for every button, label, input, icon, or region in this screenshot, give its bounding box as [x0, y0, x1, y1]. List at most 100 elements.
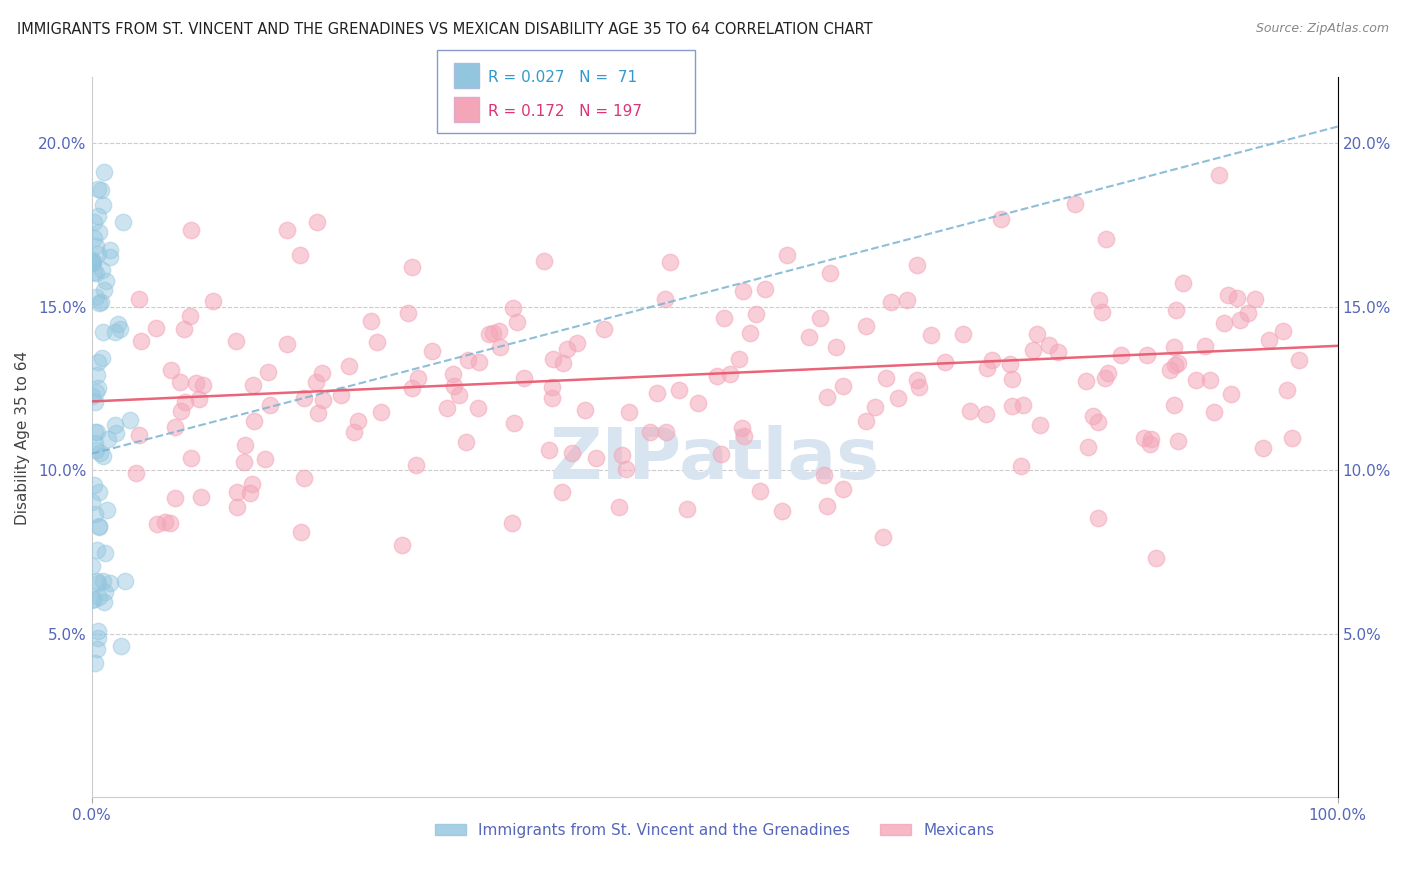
Point	[457, 353, 479, 368]
Point	[875, 371, 897, 385]
Point	[82, 255, 104, 269]
Point	[502, 301, 524, 315]
Point	[93, 283, 115, 297]
Point	[396, 306, 419, 320]
Point	[1087, 415, 1109, 429]
Point	[86, 368, 108, 382]
Point	[114, 574, 136, 589]
Point	[370, 405, 392, 419]
Point	[330, 388, 353, 402]
Point	[82, 255, 104, 269]
Point	[86, 542, 108, 557]
Point	[253, 452, 276, 467]
Point	[193, 378, 215, 392]
Point	[111, 215, 134, 229]
Point	[1219, 386, 1241, 401]
Point	[83, 592, 105, 607]
Point	[776, 248, 799, 262]
Point	[501, 516, 523, 530]
Point	[93, 165, 115, 179]
Point	[107, 317, 129, 331]
Point	[110, 322, 132, 336]
Point	[1139, 437, 1161, 451]
Point	[1001, 399, 1024, 413]
Point	[503, 417, 526, 431]
Point	[981, 352, 1004, 367]
Point	[173, 322, 195, 336]
Point	[82, 559, 104, 574]
Point	[443, 379, 465, 393]
Point	[305, 375, 328, 389]
Point	[1216, 288, 1239, 302]
Point	[391, 538, 413, 552]
Point	[91, 351, 114, 366]
Point	[855, 414, 877, 428]
Point	[184, 376, 207, 390]
Point	[1226, 291, 1249, 305]
Point	[94, 546, 117, 560]
Point	[896, 293, 918, 307]
Point	[1194, 339, 1216, 353]
Point	[93, 594, 115, 608]
Y-axis label: Disability Age 35 to 64: Disability Age 35 to 64	[15, 351, 30, 524]
Point	[159, 516, 181, 531]
Point	[343, 425, 366, 440]
Point	[1097, 366, 1119, 380]
Point	[87, 247, 110, 261]
Point	[934, 355, 956, 369]
Point	[467, 355, 489, 369]
Point	[89, 590, 111, 604]
Point	[1163, 340, 1185, 354]
Point	[436, 401, 458, 415]
Point	[226, 500, 249, 514]
Point	[815, 499, 838, 513]
Legend: Immigrants from St. Vincent and the Grenadines, Mexicans: Immigrants from St. Vincent and the Gren…	[429, 816, 1001, 844]
Point	[974, 407, 997, 421]
Point	[1001, 372, 1024, 386]
Point	[1244, 292, 1267, 306]
Point	[86, 642, 108, 657]
Point	[879, 295, 901, 310]
Point	[347, 414, 370, 428]
Point	[187, 392, 209, 406]
Point	[810, 311, 832, 326]
Point	[713, 310, 735, 325]
Point	[131, 334, 153, 348]
Point	[225, 484, 247, 499]
Point	[87, 225, 110, 239]
Point	[1213, 316, 1236, 330]
Point	[87, 295, 110, 310]
Point	[1164, 358, 1187, 372]
Point	[585, 450, 607, 465]
Point	[612, 448, 634, 462]
Point	[1074, 374, 1097, 388]
Point	[815, 391, 838, 405]
Point	[307, 406, 329, 420]
Point	[1167, 434, 1189, 448]
Point	[754, 283, 776, 297]
Point	[1029, 418, 1052, 433]
Point	[305, 215, 328, 229]
Point	[540, 391, 562, 405]
Point	[1010, 458, 1032, 473]
Point	[710, 447, 733, 461]
Point	[659, 255, 682, 269]
Point	[647, 385, 669, 400]
Point	[1064, 196, 1087, 211]
Point	[360, 313, 382, 327]
Point	[98, 243, 121, 257]
Point	[818, 266, 841, 280]
Point	[240, 476, 263, 491]
Point	[128, 428, 150, 442]
Point	[82, 593, 104, 607]
Point	[86, 632, 108, 646]
Point	[89, 294, 111, 309]
Point	[82, 253, 104, 268]
Point	[553, 356, 575, 370]
Point	[82, 255, 104, 269]
Point	[728, 352, 751, 367]
Point	[276, 337, 298, 351]
Point	[232, 455, 254, 469]
Text: R = 0.027   N =  71: R = 0.027 N = 71	[488, 70, 637, 85]
Text: R = 0.172   N = 197: R = 0.172 N = 197	[488, 103, 643, 119]
